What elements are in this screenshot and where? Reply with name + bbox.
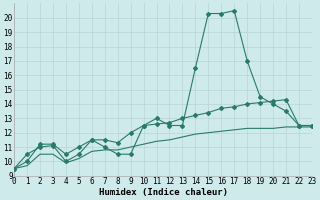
- X-axis label: Humidex (Indice chaleur): Humidex (Indice chaleur): [99, 188, 228, 197]
